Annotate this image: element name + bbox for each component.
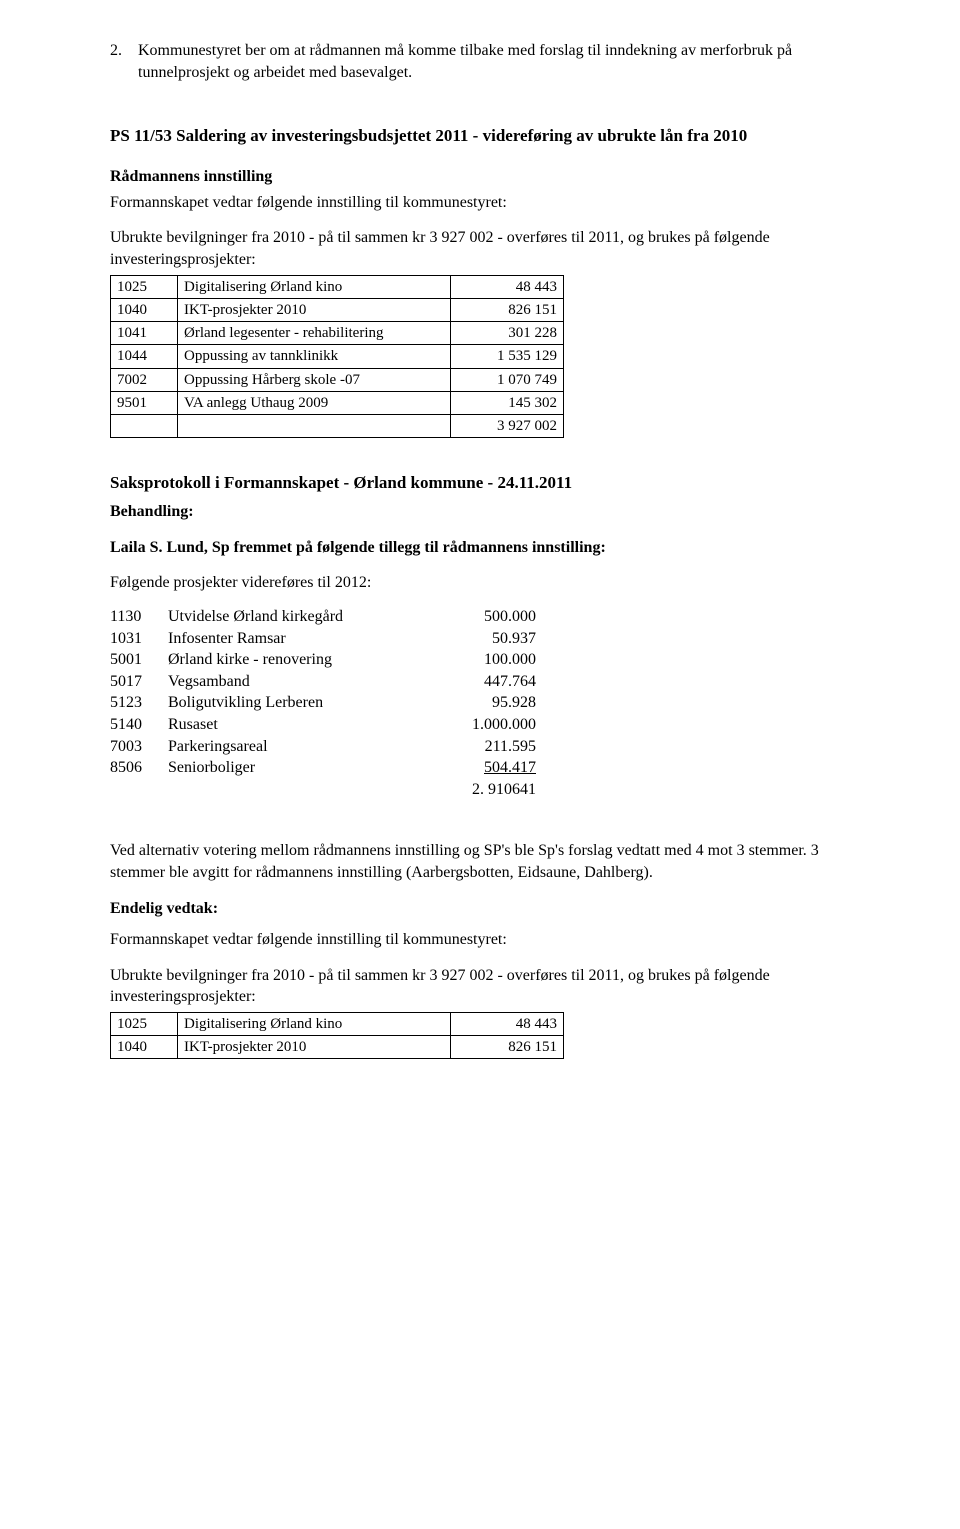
cell-desc: Digitalisering Ørland kino bbox=[178, 1012, 451, 1035]
project-amount: 500.000 bbox=[436, 606, 536, 628]
project-amount: 1.000.000 bbox=[436, 714, 536, 736]
behandling-heading: Behandling: bbox=[110, 501, 870, 523]
cell-amount: 1 535 129 bbox=[451, 345, 564, 368]
cell-amount: 3 927 002 bbox=[451, 415, 564, 438]
cell-amount: 826 151 bbox=[451, 298, 564, 321]
endelig-heading: Endelig vedtak: bbox=[110, 898, 870, 920]
cell-code: 1025 bbox=[111, 1012, 178, 1035]
project-total-row: 2. 910641 bbox=[110, 779, 870, 801]
cell-desc bbox=[178, 415, 451, 438]
endelig-line1: Formannskapet vedtar følgende innstillin… bbox=[110, 929, 870, 951]
radmann-line1: Formannskapet vedtar følgende innstillin… bbox=[110, 192, 870, 214]
table-row: 1040IKT-prosjekter 2010826 151 bbox=[111, 1036, 564, 1059]
table-row: 1025Digitalisering Ørland kino48 443 bbox=[111, 275, 564, 298]
cell-amount: 1 070 749 bbox=[451, 368, 564, 391]
budget-table: 1025Digitalisering Ørland kino48 4431040… bbox=[110, 275, 564, 439]
project-row: 5001Ørland kirke - renovering100.000 bbox=[110, 649, 870, 671]
project-amount: 50.937 bbox=[436, 628, 536, 650]
folgende-line: Følgende prosjekter videreføres til 2012… bbox=[110, 572, 870, 594]
cell-desc: IKT-prosjekter 2010 bbox=[178, 1036, 451, 1059]
table-row: 3 927 002 bbox=[111, 415, 564, 438]
project-desc: Vegsamband bbox=[168, 671, 436, 693]
project-row: 5140Rusaset1.000.000 bbox=[110, 714, 870, 736]
project-code: 8506 bbox=[110, 757, 168, 779]
project-code: 5001 bbox=[110, 649, 168, 671]
table-row: 7002Oppussing Hårberg skole -071 070 749 bbox=[111, 368, 564, 391]
table-row: 1044Oppussing av tannklinikk1 535 129 bbox=[111, 345, 564, 368]
project-code: 1130 bbox=[110, 606, 168, 628]
table-row: 1041Ørland legesenter - rehabilitering30… bbox=[111, 322, 564, 345]
cell-desc: Ørland legesenter - rehabilitering bbox=[178, 322, 451, 345]
cell-code: 1040 bbox=[111, 298, 178, 321]
saksprot-title: Saksprotokoll i Formannskapet - Ørland k… bbox=[110, 472, 870, 495]
cell-code: 1041 bbox=[111, 322, 178, 345]
project-desc: Rusaset bbox=[168, 714, 436, 736]
endelig-line2: Ubrukte bevilgninger fra 2010 - på til s… bbox=[110, 965, 870, 1008]
cell-code bbox=[111, 415, 178, 438]
cell-amount: 826 151 bbox=[451, 1036, 564, 1059]
cell-amount: 48 443 bbox=[451, 275, 564, 298]
list-number: 2. bbox=[110, 40, 138, 83]
project-row: 8506Seniorboliger504.417 bbox=[110, 757, 870, 779]
table-row: 1040IKT-prosjekter 2010826 151 bbox=[111, 298, 564, 321]
project-desc: Seniorboliger bbox=[168, 757, 436, 779]
project-desc: Boligutvikling Lerberen bbox=[168, 692, 436, 714]
radmann-heading: Rådmannens innstilling bbox=[110, 166, 870, 188]
project-code: 5140 bbox=[110, 714, 168, 736]
ps-title: PS 11/53 Saldering av investeringsbudsje… bbox=[110, 125, 870, 148]
cell-code: 1040 bbox=[111, 1036, 178, 1059]
cell-amount: 301 228 bbox=[451, 322, 564, 345]
project-code: 7003 bbox=[110, 736, 168, 758]
project-row: 1031Infosenter Ramsar50.937 bbox=[110, 628, 870, 650]
project-code: 5017 bbox=[110, 671, 168, 693]
project-list: 1130Utvidelse Ørland kirkegård500.000103… bbox=[110, 606, 870, 800]
project-desc: Ørland kirke - renovering bbox=[168, 649, 436, 671]
cell-code: 1044 bbox=[111, 345, 178, 368]
laila-line: Laila S. Lund, Sp fremmet på følgende ti… bbox=[110, 537, 870, 559]
cell-code: 1025 bbox=[111, 275, 178, 298]
project-row: 7003Parkeringsareal211.595 bbox=[110, 736, 870, 758]
project-desc: Parkeringsareal bbox=[168, 736, 436, 758]
radmann-line2: Ubrukte bevilgninger fra 2010 - på til s… bbox=[110, 227, 870, 270]
list-item-2: 2. Kommunestyret ber om at rådmannen må … bbox=[110, 40, 870, 83]
project-row: 5017Vegsamband447.764 bbox=[110, 671, 870, 693]
project-desc: Infosenter Ramsar bbox=[168, 628, 436, 650]
voting-para: Ved alternativ votering mellom rådmannen… bbox=[110, 840, 870, 883]
table-row: 9501VA anlegg Uthaug 2009145 302 bbox=[111, 391, 564, 414]
list-text: Kommunestyret ber om at rådmannen må kom… bbox=[138, 40, 870, 83]
project-amount: 95.928 bbox=[436, 692, 536, 714]
document-page: 2. Kommunestyret ber om at rådmannen må … bbox=[0, 0, 960, 1529]
cell-desc: Oppussing Hårberg skole -07 bbox=[178, 368, 451, 391]
cell-desc: IKT-prosjekter 2010 bbox=[178, 298, 451, 321]
project-amount: 211.595 bbox=[436, 736, 536, 758]
cell-desc: Digitalisering Ørland kino bbox=[178, 275, 451, 298]
project-code: 5123 bbox=[110, 692, 168, 714]
project-total: 2. 910641 bbox=[436, 779, 536, 801]
project-desc: Utvidelse Ørland kirkegård bbox=[168, 606, 436, 628]
project-amount: 100.000 bbox=[436, 649, 536, 671]
cell-amount: 48 443 bbox=[451, 1012, 564, 1035]
budget-table-2: 1025Digitalisering Ørland kino48 4431040… bbox=[110, 1012, 564, 1060]
project-amount: 504.417 bbox=[436, 757, 536, 779]
project-code: 1031 bbox=[110, 628, 168, 650]
project-row: 5123Boligutvikling Lerberen95.928 bbox=[110, 692, 870, 714]
cell-code: 9501 bbox=[111, 391, 178, 414]
cell-code: 7002 bbox=[111, 368, 178, 391]
cell-desc: VA anlegg Uthaug 2009 bbox=[178, 391, 451, 414]
table-row: 1025Digitalisering Ørland kino48 443 bbox=[111, 1012, 564, 1035]
cell-desc: Oppussing av tannklinikk bbox=[178, 345, 451, 368]
project-row: 1130Utvidelse Ørland kirkegård500.000 bbox=[110, 606, 870, 628]
project-amount: 447.764 bbox=[436, 671, 536, 693]
cell-amount: 145 302 bbox=[451, 391, 564, 414]
